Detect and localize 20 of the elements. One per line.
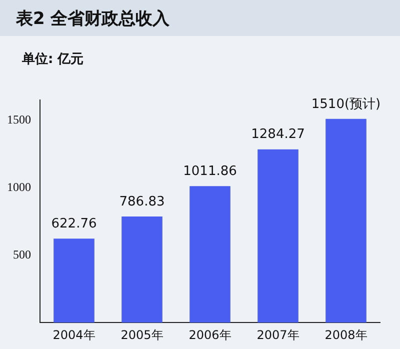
y-tick-label: 500 — [13, 247, 31, 262]
bar — [122, 216, 162, 323]
data-label: 786.83 — [119, 194, 165, 210]
data-label: 1011.86 — [183, 164, 237, 179]
data-label: 1284.27 — [251, 127, 305, 142]
data-label: 1510(预计) — [311, 96, 381, 112]
chart-title: 表2 全省财政总收入 — [0, 0, 400, 36]
x-tick-label: 2005年 — [120, 328, 164, 342]
x-tick-label: 2006年 — [188, 328, 232, 342]
text: 单位: 亿元 — [21, 51, 85, 69]
x-tick-label: 2004年 — [52, 328, 96, 342]
bar — [258, 149, 298, 323]
x-tick-label: 2008年 — [324, 328, 368, 342]
y-tick-label: 1500 — [7, 112, 31, 126]
y-tick-label: 1000 — [7, 180, 31, 194]
bar — [326, 118, 366, 323]
x-tick-label: 2007年 — [256, 328, 300, 342]
bar — [54, 238, 94, 323]
bar — [190, 186, 230, 323]
data-label: 622.76 — [51, 216, 97, 232]
